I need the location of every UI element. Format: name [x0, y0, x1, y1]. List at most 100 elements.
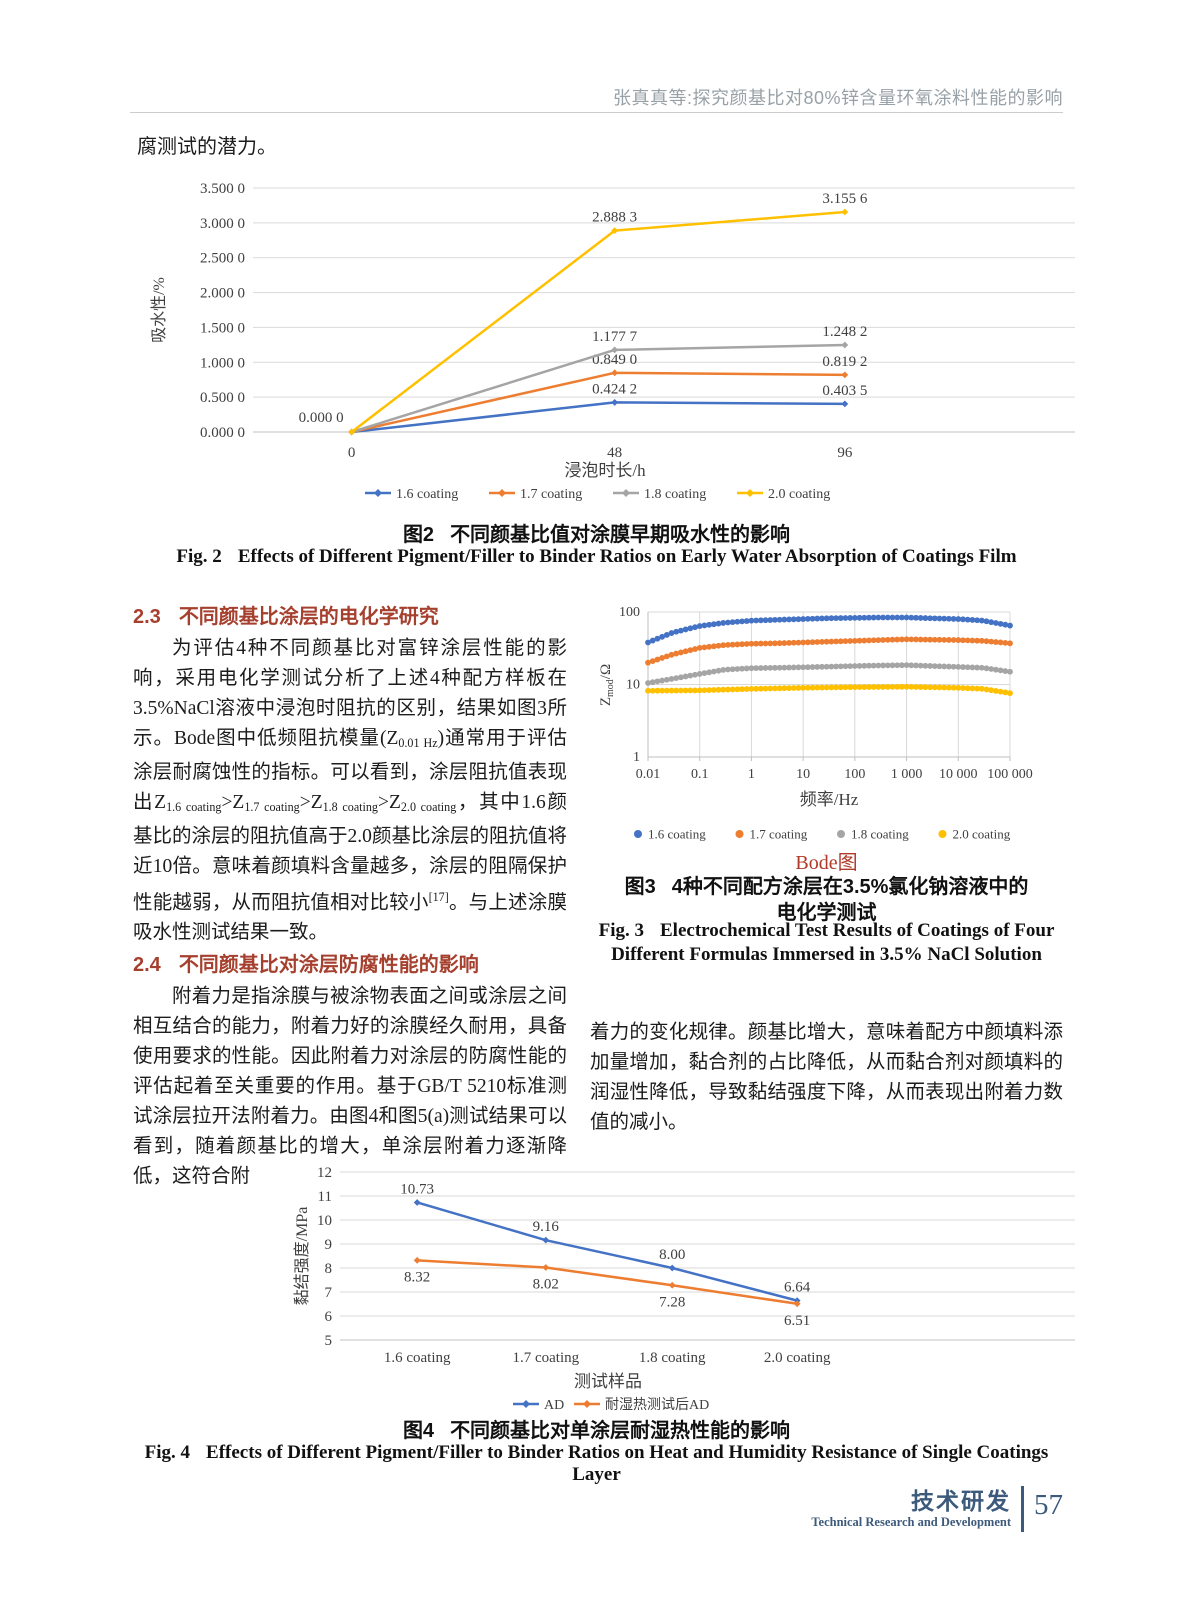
section-2-3-paragraph: 为评估4种不同颜基比对富锌涂层性能的影响，采用电化学测试分析了上述4种配方样板在…	[133, 638, 567, 944]
svg-text:1.6 coating: 1.6 coating	[648, 827, 706, 842]
fig2-caption-cn-text: 不同颜基比值对涂膜早期吸水性的影响	[450, 524, 791, 546]
svg-text:Zmod/Ω: Zmod/Ω	[598, 664, 616, 706]
svg-text:3.500 0: 3.500 0	[200, 181, 245, 197]
svg-text:0.000 0: 0.000 0	[200, 425, 245, 441]
footer-section-en: Technical Research and Development	[811, 1515, 1011, 1529]
section-2-4-heading: 2.4 不同颜基比对涂层防腐性能的影响	[133, 948, 567, 982]
section-2-3-title: 不同颜基比涂层的电化学研究	[178, 606, 439, 628]
svg-text:100 000: 100 000	[987, 767, 1033, 782]
svg-text:8: 8	[325, 1261, 333, 1277]
fig4-caption-cn-label: 图4	[402, 1420, 435, 1442]
svg-text:2.0 coating: 2.0 coating	[764, 1350, 831, 1366]
fig2-caption-en: Fig. 2 Effects of Different Pigment/Fille…	[130, 546, 1063, 568]
svg-text:7: 7	[325, 1285, 333, 1301]
fig4-caption-cn: 图4 不同颜基比对单涂层耐湿热性能的影响	[130, 1414, 1063, 1443]
svg-text:黏结强度/MPa: 黏结强度/MPa	[293, 1207, 311, 1306]
section-2-3-heading: 2.3 不同颜基比涂层的电化学研究	[133, 600, 567, 634]
fig2-caption-en-text: Effects of Different Pigment/Filler to B…	[237, 546, 1017, 567]
header-rule	[130, 112, 1063, 113]
svg-text:100: 100	[619, 605, 640, 620]
svg-text:1.7 coating: 1.7 coating	[750, 827, 808, 842]
svg-text:吸水性/%: 吸水性/%	[150, 277, 168, 343]
fig4-caption-cn-text: 不同颜基比对单涂层耐湿热性能的影响	[450, 1420, 791, 1442]
svg-text:0.500 0: 0.500 0	[200, 390, 245, 406]
intro-paragraph: 腐测试的潜力。	[137, 136, 277, 158]
page-footer: 技术研发 Technical Research and Development …	[600, 1486, 1063, 1532]
svg-text:1.000 0: 1.000 0	[200, 355, 245, 371]
fig3-caption-cn-text1: 4种不同配方涂层在3.5%氯化钠溶液中的	[671, 876, 1029, 898]
fig2-caption-cn-label: 图2	[402, 524, 435, 546]
svg-text:1.6 coating: 1.6 coating	[384, 1350, 451, 1366]
svg-text:1.177 7: 1.177 7	[592, 329, 638, 345]
fig4-caption-en: Fig. 4 Effects of Different Pigment/Fille…	[130, 1442, 1063, 1486]
svg-text:96: 96	[837, 445, 853, 461]
svg-text:11: 11	[318, 1189, 332, 1205]
right-column: 着力的变化规律。颜基比增大，意味着配方中颜填料添加量增加，黏合剂的占比降低，从而…	[590, 1018, 1063, 1138]
fig2-water-absorption-chart: 0.000 0 0.500 0 1.000 0 1.500 0 2.000 0 2.500…	[150, 181, 1075, 502]
svg-text:1.7 coating: 1.7 coating	[520, 487, 582, 502]
svg-text:48: 48	[607, 445, 622, 461]
section-2-4-paragraph: 附着力是指涂膜与被涂物表面之间或涂层之间相互结合的能力，附着力好的涂膜经久耐用，…	[133, 986, 567, 1188]
continuation-paragraph: 着力的变化规律。颜基比增大，意味着配方中颜填料添加量增加，黏合剂的占比降低，从而…	[590, 1022, 1063, 1133]
svg-text:9: 9	[325, 1237, 333, 1253]
fig3-caption-en-label: Fig. 3	[598, 920, 644, 941]
svg-text:9.16: 9.16	[533, 1219, 560, 1235]
footer-divider	[1021, 1486, 1024, 1532]
footer-section-block: 技术研发 Technical Research and Development	[811, 1488, 1011, 1530]
svg-text:浸泡时长/h: 浸泡时长/h	[564, 461, 646, 480]
svg-text:2.0 coating: 2.0 coating	[953, 827, 1011, 842]
svg-text:1: 1	[633, 750, 640, 765]
svg-text:1 000: 1 000	[891, 767, 923, 782]
svg-text:0.01: 0.01	[636, 767, 661, 782]
fig2-caption-en-label: Fig. 2	[176, 546, 222, 567]
section-2-4-title: 不同颜基比对涂层防腐性能的影响	[178, 954, 479, 977]
svg-text:1.8 coating: 1.8 coating	[639, 1350, 706, 1366]
svg-text:1.500 0: 1.500 0	[200, 320, 245, 336]
svg-text:AD: AD	[544, 1398, 564, 1412]
svg-text:1.8 coating: 1.8 coating	[644, 487, 706, 502]
svg-text:1.7 coating: 1.7 coating	[512, 1350, 579, 1366]
svg-text:0.1: 0.1	[691, 767, 709, 782]
svg-text:10.73: 10.73	[400, 1181, 434, 1197]
svg-text:测试样品: 测试样品	[574, 1372, 642, 1391]
bode-plot-label: Bode图	[795, 852, 858, 874]
svg-text:1.6 coating: 1.6 coating	[396, 487, 458, 502]
running-header: 张真真等:探究颜基比对80%锌含量环氧涂料性能的影响	[612, 88, 1063, 108]
svg-text:3.000 0: 3.000 0	[200, 216, 245, 232]
fig2-caption-cn: 图2 不同颜基比值对涂膜早期吸水性的影响	[130, 518, 1063, 547]
footer-section-cn: 技术研发	[911, 1488, 1011, 1514]
svg-text:1.248 2: 1.248 2	[822, 324, 867, 340]
svg-text:3.155 6: 3.155 6	[822, 191, 868, 207]
svg-text:8.32: 8.32	[404, 1269, 430, 1285]
svg-text:0.403 5: 0.403 5	[822, 383, 867, 399]
fig3-caption-cn-line1: 图3 4种不同配方涂层在3.5%氯化钠溶液中的	[590, 870, 1063, 899]
fig3-caption-en-line2: Different Formulas Immersed in 3.5% NaCl…	[611, 944, 1042, 965]
footer-page-number: 57	[1034, 1488, 1063, 1521]
svg-text:0.819 2: 0.819 2	[822, 354, 867, 370]
svg-text:1.8 coating: 1.8 coating	[851, 827, 909, 842]
svg-text:6.51: 6.51	[784, 1313, 810, 1329]
section-2-4-number: 2.4	[133, 954, 161, 977]
svg-text:8.00: 8.00	[659, 1247, 685, 1263]
svg-text:8.02: 8.02	[533, 1277, 559, 1293]
svg-text:100: 100	[844, 767, 865, 782]
svg-text:6.64: 6.64	[784, 1280, 811, 1296]
svg-text:5: 5	[325, 1333, 333, 1349]
left-column: 2.3 不同颜基比涂层的电化学研究 为评估4种不同颜基比对富锌涂层性能的影响，采用…	[133, 600, 567, 1192]
svg-text:2.000 0: 2.000 0	[200, 286, 245, 302]
svg-text:0.000 0: 0.000 0	[299, 410, 344, 426]
svg-text:0.424 2: 0.424 2	[592, 381, 637, 397]
svg-text:2.888 3: 2.888 3	[592, 210, 637, 226]
fig3-caption-en-text1: Electrochemical Test Results of Coatings…	[660, 920, 1055, 941]
svg-text:6: 6	[325, 1309, 333, 1325]
section-2-3-number: 2.3	[133, 606, 161, 628]
svg-text:1: 1	[748, 767, 755, 782]
svg-text:耐湿热测试后AD: 耐湿热测试后AD	[605, 1397, 709, 1412]
fig3-caption-cn-label: 图3	[624, 876, 656, 898]
svg-text:10: 10	[317, 1213, 332, 1229]
fig4-caption-en-text: Effects of Different Pigment/Filler to B…	[206, 1442, 1049, 1485]
svg-text:频率/Hz: 频率/Hz	[800, 790, 859, 809]
fig4-caption-en-label: Fig. 4	[144, 1442, 191, 1463]
fig4-adhesion-chart: 5 6 7 8 9 10 11 12 1.6 coating 1.7 coating 1.8 coa…	[293, 1165, 1075, 1412]
